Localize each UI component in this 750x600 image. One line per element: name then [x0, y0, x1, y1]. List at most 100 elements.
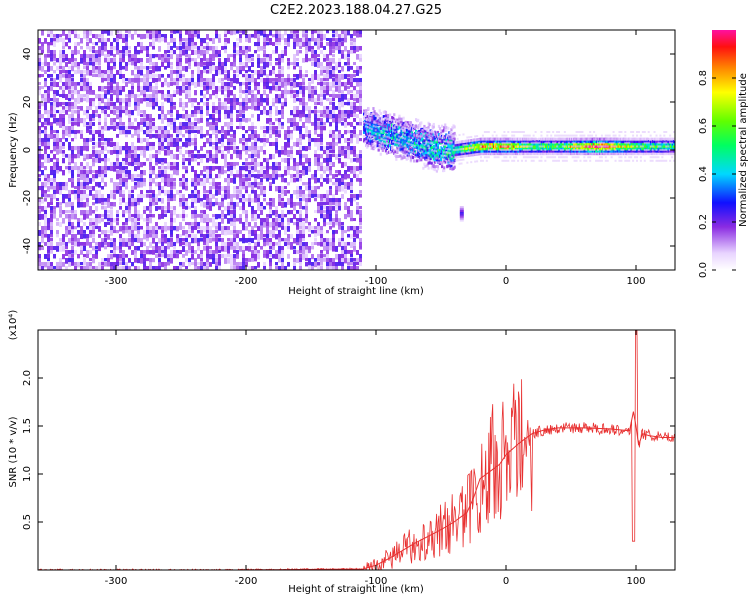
heatmap-cell [350, 242, 353, 248]
heatmap-cell [224, 34, 227, 38]
heatmap-cell [278, 82, 281, 88]
heatmap-cell [227, 58, 230, 63]
heatmap-cell [194, 250, 197, 254]
heatmap-cell [299, 150, 302, 155]
heatmap-cell [149, 230, 152, 234]
heatmap-cell [41, 186, 44, 191]
heatmap-cell [203, 182, 206, 188]
heatmap-cell [320, 250, 323, 254]
heatmap-cell [104, 170, 107, 174]
heatmap-cell [44, 174, 47, 179]
heatmap-cell [344, 138, 347, 143]
heatmap-cell [200, 82, 203, 88]
heatmap-cell [251, 214, 254, 220]
heatmap-cell [329, 134, 332, 138]
heatmap-cell [194, 106, 197, 111]
heatmap-cell [140, 126, 143, 132]
heatmap-cell [44, 110, 47, 115]
heatmap-cell [254, 82, 257, 87]
heatmap-cell [53, 254, 56, 259]
heatmap-cell [140, 238, 143, 243]
heatmap-cell [170, 78, 173, 82]
heatmap-cell [107, 30, 110, 36]
heatmap-cell [359, 58, 362, 62]
heatmap-cell [179, 78, 182, 82]
heatmap-cell [143, 130, 146, 135]
heatmap-cell [38, 246, 41, 251]
heatmap-cell [38, 142, 41, 146]
heatmap-cell [387, 125, 391, 129]
heatmap-cell [122, 162, 125, 166]
heatmap-cell [149, 74, 152, 80]
heatmap-cell [248, 258, 251, 262]
heatmap-cell [296, 226, 299, 230]
heatmap-cell [341, 30, 344, 35]
heatmap-cell [344, 190, 347, 194]
heatmap-cell [185, 118, 188, 122]
heatmap-cell [119, 50, 122, 54]
heatmap-cell [284, 230, 287, 235]
heatmap-cell [209, 122, 212, 126]
heatmap-cell [62, 254, 65, 260]
heatmap-cell [191, 138, 194, 142]
heatmap-cell [128, 122, 131, 126]
heatmap-cell [251, 238, 254, 244]
heatmap-cell [197, 118, 200, 124]
heatmap-cell [77, 90, 80, 96]
heatmap-cell [290, 234, 293, 239]
heatmap-cell [266, 110, 269, 116]
heatmap-cell [185, 138, 188, 142]
heatmap-cell [161, 186, 164, 191]
heatmap-cell [215, 146, 218, 152]
heatmap-cell [68, 114, 71, 120]
heatmap-cell [155, 78, 158, 83]
heatmap-cell [77, 42, 80, 46]
heatmap-cell [137, 138, 140, 143]
heatmap-cell [110, 30, 113, 36]
heatmap-cell [167, 90, 170, 96]
heatmap-cell [194, 58, 197, 63]
heatmap-cell [59, 34, 62, 38]
heatmap-cell [167, 246, 170, 250]
heatmap-cell [224, 130, 227, 135]
heatmap-cell [188, 54, 191, 59]
heatmap-cell [320, 194, 323, 200]
heatmap-cell [185, 158, 188, 162]
heatmap-cell [119, 122, 122, 126]
heatmap-cell [77, 98, 80, 104]
heatmap-cell [107, 78, 110, 82]
heatmap-cell [341, 54, 344, 59]
heatmap-cell [311, 86, 314, 90]
heatmap-cell [101, 198, 104, 204]
heatmap-cell [203, 266, 206, 270]
heatmap-cell [149, 42, 152, 47]
heatmap-cell [296, 170, 299, 175]
heatmap-cell [221, 230, 224, 236]
heatmap-cell [415, 124, 418, 128]
heatmap-cell [197, 54, 200, 59]
heatmap-cell [53, 42, 56, 47]
heatmap-cell [353, 174, 356, 178]
heatmap-cell [179, 62, 182, 67]
heatmap-cell [248, 178, 251, 182]
heatmap-cell [140, 34, 143, 40]
heatmap-cell [320, 70, 323, 76]
heatmap-cell [314, 110, 317, 115]
heatmap-cell [356, 34, 359, 38]
heatmap-cell [167, 74, 170, 78]
heatmap-cell [107, 58, 110, 64]
heatmap-cell [38, 54, 41, 60]
heatmap-cell [146, 266, 149, 270]
heatmap-cell [242, 194, 245, 200]
heatmap-cell [293, 82, 296, 88]
heatmap-cell [212, 234, 215, 239]
heatmap-cell [320, 210, 323, 216]
heatmap-cell [233, 150, 236, 154]
heatmap-cell [245, 162, 248, 166]
heatmap-cell [338, 114, 341, 120]
heatmap-cell [38, 110, 41, 115]
heatmap-cell [245, 246, 248, 251]
heatmap-cell [77, 114, 80, 119]
heatmap-cell [293, 94, 296, 99]
heatmap-cell [317, 30, 320, 35]
